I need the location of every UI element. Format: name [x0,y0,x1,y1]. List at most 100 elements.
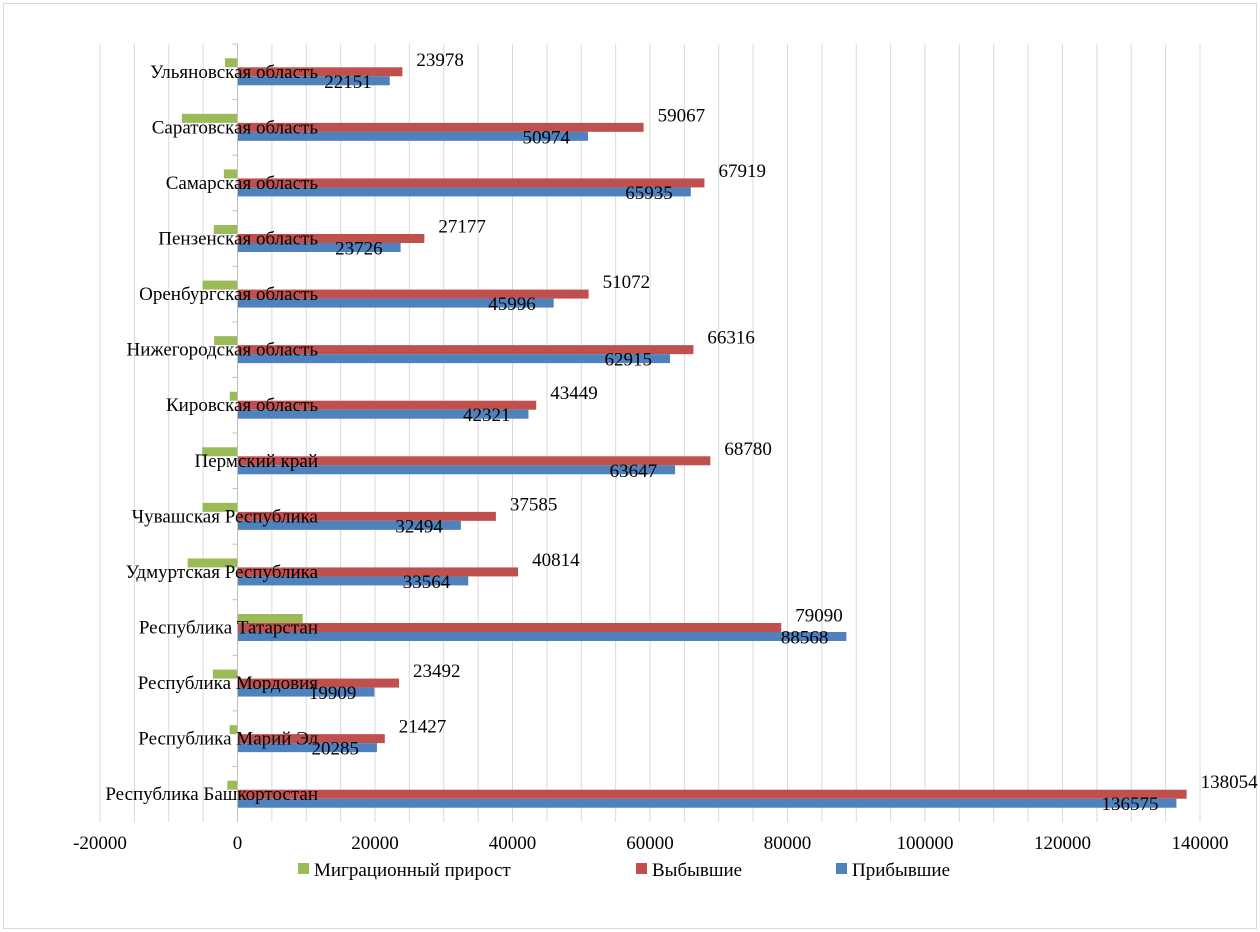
bar-arrived [237,409,529,419]
data-label-departed: 43449 [550,383,598,404]
category-label: Пензенская область [158,229,318,250]
bar-departed [237,178,705,188]
data-label-departed: 23978 [416,50,464,71]
bar-arrived [237,743,377,753]
bar-arrived [237,76,390,86]
data-label-departed: 67919 [718,161,766,182]
bar-migration [202,280,238,290]
data-label-departed: 68780 [724,439,772,460]
data-label-arrived: 136575 [1101,794,1158,815]
bar-departed [237,567,519,577]
bar-arrived [237,298,554,308]
category-label: Саратовская область [152,117,319,138]
bar-migration [202,447,238,457]
bar-migration [214,336,238,346]
bar-migration [223,169,238,179]
bar-departed [237,234,425,243]
bar-arrived [237,243,401,252]
bar-migration [227,780,238,790]
data-label-departed: 23492 [413,661,461,682]
data-label-departed: 27177 [438,217,486,238]
bar-departed [237,789,1187,799]
bar-departed [237,67,403,77]
bar-departed [237,511,496,521]
bar-departed [237,122,644,132]
category-label: Кировская область [166,395,318,416]
legend-swatch [836,863,847,874]
data-label-departed: 79090 [795,606,843,627]
category-label: Республика Башкортостан [105,784,318,805]
x-tick-label: 20000 [351,833,399,854]
data-label-arrived: 42321 [463,405,511,426]
data-label-departed: 37585 [510,494,557,515]
x-tick-label: 80000 [764,833,812,854]
data-label-arrived: 19909 [309,683,357,704]
x-tick-label: -20000 [73,833,127,854]
x-tick-label: 40000 [489,833,537,854]
data-label-departed: 40814 [532,550,580,571]
category-label: Республика Татарстан [139,618,318,639]
x-tick-label: 0 [233,833,243,854]
bar-migration [229,725,238,735]
bar-departed [237,400,537,410]
bar-migration [224,58,238,68]
data-label-departed: 21427 [399,717,447,738]
bar-departed [237,678,400,688]
bar-migration [181,113,238,123]
data-label-departed: 66316 [707,328,755,349]
legend-label: Выбывшие [652,860,742,881]
labels: 23978 59067 67919 27177 51072 66316 43449 68780… [309,50,1258,815]
legend-swatch [636,863,647,874]
data-label-departed: 59067 [658,105,706,126]
bar-arrived [237,187,691,197]
data-label-arrived: 88568 [781,628,829,649]
bar-arrived [237,465,676,475]
bar-departed [237,456,711,466]
bar-migration [229,391,238,401]
data-label-arrived: 62915 [605,350,653,371]
axes: Ульяновская область Саратовская область Са… [73,43,1229,854]
bar-arrived [237,354,671,364]
category-label: Оренбургская область [139,284,318,305]
gridlines [99,44,1201,822]
legend-label: Миграционный прирост [314,860,511,881]
category-label: Нижегородская область [127,340,319,361]
bar-migration [187,558,238,568]
bars [181,58,1187,808]
x-tick-label: 120000 [1034,833,1091,854]
data-label-arrived: 32494 [395,516,443,537]
data-label-arrived: 22151 [324,72,372,93]
x-tick-label: 60000 [626,833,674,854]
bar-departed [237,289,589,299]
bar-arrived [237,131,588,141]
bar-migration [212,669,238,679]
data-label-arrived: 33564 [403,572,451,593]
data-label-departed: 138054 [1201,772,1259,793]
data-label-arrived: 63647 [610,461,658,482]
category-label: Республика Марий Эл [138,729,318,750]
data-label-arrived: 23726 [335,239,383,260]
legend-label: Прибывшие [852,860,950,881]
category-label: Удмуртская Республика [126,562,319,583]
bar-migration [237,614,303,623]
data-label-arrived: 65935 [625,183,673,204]
bar-arrived [237,687,375,697]
category-label: Пермский край [195,451,318,472]
category-label: Ульяновская область [150,62,318,83]
bar-arrived [237,798,1177,808]
bar-arrived [237,632,847,641]
data-label-departed: 51072 [603,272,651,293]
category-label: Республика Мордовия [138,673,319,694]
legend: Миграционный прирост Выбывшие Прибывшие [298,860,950,881]
category-label: Чувашская Республика [132,506,319,527]
bar-arrived [237,520,461,530]
data-label-arrived: 50974 [522,127,570,148]
bar-migration [202,502,238,512]
data-label-arrived: 45996 [488,294,536,315]
bar-departed [237,345,694,355]
legend-swatch [298,863,309,874]
x-tick-label: 140000 [1172,833,1229,854]
bar-departed [237,623,782,632]
category-label: Самарская область [166,173,319,194]
